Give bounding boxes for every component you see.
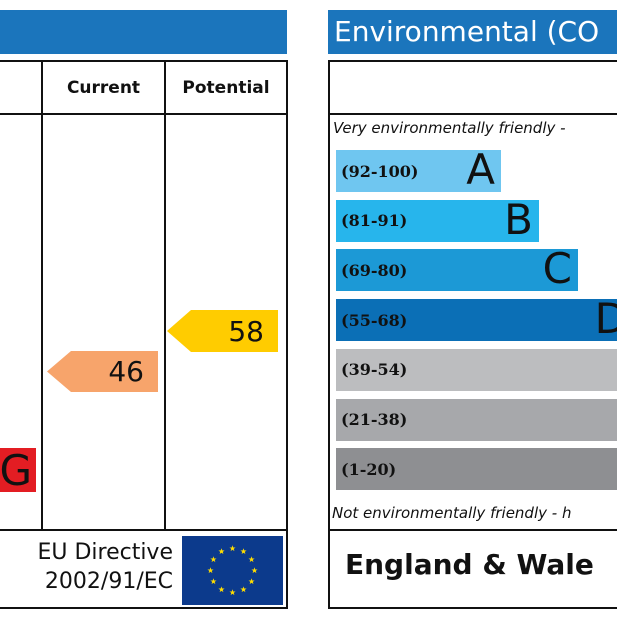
eu-star-icon xyxy=(240,586,247,593)
band-range-label: (39-54) xyxy=(341,360,408,380)
energy-header-bar xyxy=(0,10,287,54)
band-b: (81-91) B xyxy=(336,194,539,244)
eu-directive-text: EU Directive 2002/91/EC xyxy=(8,538,173,604)
band-letter: B xyxy=(504,194,533,244)
footer-divider xyxy=(328,529,617,531)
eu-directive-line2: 2002/91/EC xyxy=(44,569,173,594)
eu-star-icon xyxy=(210,578,217,585)
environmental-title: Environmental (CO xyxy=(334,15,600,48)
band-range-label: (81-91) xyxy=(341,211,408,231)
band-d: (55-68) D xyxy=(336,294,617,344)
band-row-5: (39-54) xyxy=(336,348,617,391)
band-range-label: (21-38) xyxy=(341,410,408,429)
energy-rating-frame xyxy=(0,60,288,609)
environmental-header-bar: Environmental (CO xyxy=(328,10,617,54)
band-range-label: (55-68) xyxy=(341,310,408,330)
eu-directive-line1: EU Directive xyxy=(37,540,173,565)
header-row-divider xyxy=(0,113,287,115)
band-letter: D xyxy=(594,294,617,344)
eu-star-icon xyxy=(229,545,236,552)
current-rating-value: 46 xyxy=(108,355,144,388)
eu-star-icon xyxy=(218,548,225,555)
band-g-letter: G xyxy=(0,446,32,495)
band-a: (92-100) A xyxy=(336,145,501,194)
not-friendly-note: Not environmentally friendly - h xyxy=(332,504,572,522)
eu-star-icon xyxy=(240,548,247,555)
band-c: (69-80) C xyxy=(336,244,578,294)
eu-star-icon xyxy=(210,556,217,563)
eu-star-icon xyxy=(229,589,236,596)
eu-star-icon xyxy=(248,556,255,563)
band-letter: A xyxy=(466,145,495,194)
eu-star-icon xyxy=(218,586,225,593)
environmental-rating-frame xyxy=(328,60,617,609)
band-range-label: (92-100) xyxy=(341,161,419,181)
header-row-divider xyxy=(328,113,617,115)
column-divider xyxy=(41,60,43,531)
very-friendly-note: Very environmentally friendly - xyxy=(333,119,566,137)
column-header-current: Current xyxy=(66,77,141,98)
eu-star-icon xyxy=(207,567,214,574)
column-header-potential: Potential xyxy=(182,77,270,98)
band-row-6: (21-38) xyxy=(336,398,617,441)
eu-flag-icon xyxy=(182,536,283,605)
band-range-label: (69-80) xyxy=(341,260,408,280)
footer-divider xyxy=(0,529,287,531)
band-range-label: (1-20) xyxy=(341,459,397,479)
potential-rating-value: 58 xyxy=(228,314,264,348)
current-rating-arrow: 46 xyxy=(47,351,158,392)
band-letter: C xyxy=(542,244,572,294)
country-label: England & Wale xyxy=(345,548,594,581)
eu-star-icon xyxy=(251,567,258,574)
band-g-partial: G xyxy=(0,446,36,495)
band-row-7: (1-20) xyxy=(336,448,617,491)
potential-rating-arrow: 58 xyxy=(167,310,278,352)
eu-star-icon xyxy=(248,578,255,585)
column-divider xyxy=(164,60,166,531)
